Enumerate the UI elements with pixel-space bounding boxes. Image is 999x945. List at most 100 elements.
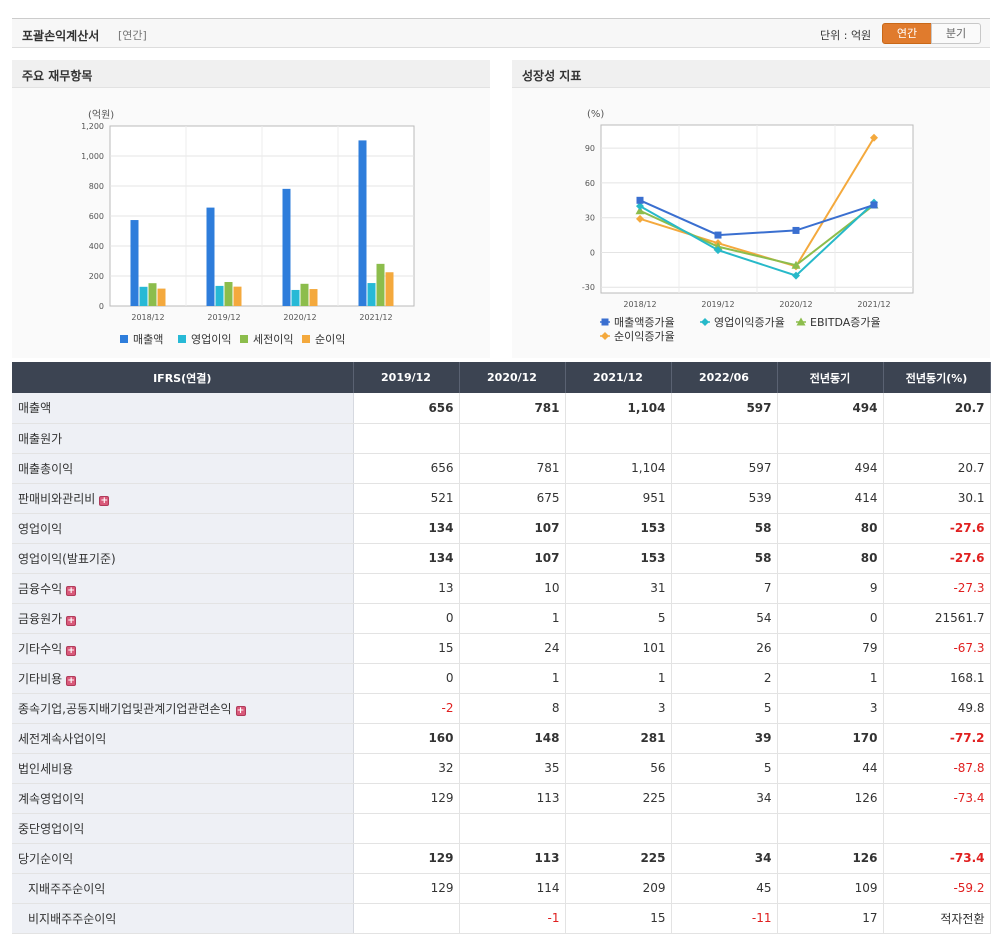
legend-label: 매출액: [133, 333, 163, 346]
table-cell: 414: [777, 483, 884, 514]
table-cell: 281: [565, 723, 672, 754]
table-cell: -87.8: [883, 753, 991, 784]
row-label: 매출총이익: [12, 453, 354, 484]
expand-plus-icon[interactable]: +: [235, 705, 246, 716]
legend-swatch: [302, 335, 310, 343]
table-cell: 209: [565, 873, 672, 904]
bar-세전이익: [300, 283, 309, 306]
table-cell: 113: [459, 783, 566, 814]
row-label: 기타비용 +: [12, 663, 354, 694]
y-tick-label: 400: [89, 242, 104, 251]
row-label: 영업이익(발표기준): [12, 543, 354, 574]
table-cell: 1: [459, 663, 566, 694]
expand-plus-icon[interactable]: +: [66, 645, 77, 656]
table-row: 기타수익 +15 24 101 26 79 -67.3: [12, 633, 991, 664]
expand-plus-icon[interactable]: +: [99, 495, 110, 506]
x-tick-label: 2018/12: [131, 313, 164, 322]
table-cell: 109: [777, 873, 884, 904]
bar-매출액: [358, 140, 367, 306]
x-tick-label: 2019/12: [701, 300, 734, 309]
annual-tab-button[interactable]: 연간: [882, 23, 932, 44]
table-row: 매출원가: [12, 423, 991, 454]
row-label: 비지배주주순이익: [12, 903, 354, 934]
table-cell: 21561.7: [883, 603, 991, 634]
y-tick-label: 0: [590, 248, 595, 257]
bar-영업이익: [215, 285, 224, 306]
series-line-매출액증가율: [639, 199, 875, 237]
table-cell: 17: [777, 903, 884, 934]
table-row: 비지배주주순이익 -1 15 -11 17 적자전환: [12, 903, 991, 934]
table-cell: [459, 423, 566, 454]
legend-label: 영업이익: [191, 333, 231, 346]
table-cell: 80: [777, 513, 884, 544]
table-cell: 597: [671, 393, 778, 424]
row-label: 지배주주순이익: [12, 873, 354, 904]
table-cell: 107: [459, 513, 566, 544]
row-label: 법인세비용: [12, 753, 354, 784]
y-axis-label: (억원): [88, 109, 114, 121]
table-cell: 34: [671, 783, 778, 814]
legend-marker: [601, 318, 609, 326]
table-cell: 7: [671, 573, 778, 604]
table-cell: -27.3: [883, 573, 991, 604]
row-label: 매출액: [12, 393, 354, 424]
row-label: 계속영업이익: [12, 783, 354, 814]
table-cell: [565, 423, 672, 454]
y-tick-label: 30: [585, 214, 595, 223]
row-label: 종속기업,공동지배기업및관계기업관련손익 +: [12, 693, 354, 724]
table-cell: 148: [459, 723, 566, 754]
growth-line-chart: (%) -30 0 30 60 90 2018/12 2019/12 2020/12 2021/1…: [582, 109, 914, 343]
table-row: 법인세비용 32 35 56 5 44 -87.8: [12, 753, 991, 784]
header-column: 전년동기(%): [883, 362, 991, 393]
table-cell: 1,104: [565, 393, 672, 424]
expand-plus-icon[interactable]: +: [66, 585, 77, 596]
data-point-영업이익증가율: [714, 246, 722, 255]
x-tick-label: 2018/12: [623, 300, 656, 309]
table-cell: -73.4: [883, 783, 991, 814]
data-point-매출액증가율: [792, 226, 800, 234]
table-cell: 5: [671, 693, 778, 724]
expand-plus-icon[interactable]: +: [66, 615, 77, 626]
bar-영업이익: [367, 283, 376, 306]
legend-label: 영업이익증가율: [714, 316, 785, 329]
y-tick-label: 1,200: [81, 122, 104, 131]
unit-label: 단위 : 억원: [820, 29, 872, 42]
table-cell: [777, 813, 884, 844]
table-cell: 0: [353, 663, 460, 694]
table-row: 계속영업이익 129 113 225 34 126 -73.4: [12, 783, 991, 814]
table-row: 영업이익 134 107 153 58 80 -27.6: [12, 513, 991, 544]
table-cell: 134: [353, 543, 460, 574]
row-label: 당기순이익: [12, 843, 354, 874]
table-cell: 80: [777, 543, 884, 574]
table-cell: -27.6: [883, 513, 991, 544]
income-statement-table: IFRS(연결) 2019/12 2020/12 2021/12 2022/06 전년동기…: [12, 362, 991, 934]
bar-영업이익: [139, 286, 148, 306]
table-cell: 35: [459, 753, 566, 784]
quarter-tab-button[interactable]: 분기: [931, 23, 981, 44]
statement-header: 포괄손익계산서 [연간] 단위 : 억원 연간 분기: [12, 18, 990, 48]
table-cell: 45: [671, 873, 778, 904]
table-cell: 951: [565, 483, 672, 514]
row-label: 금융수익 +: [12, 573, 354, 604]
table-cell: 49.8: [883, 693, 991, 724]
main-items-panel-title: 주요 재무항목: [12, 60, 490, 88]
table-cell: 129: [353, 843, 460, 874]
header-column: 2021/12: [565, 362, 672, 393]
expand-plus-icon[interactable]: +: [66, 675, 77, 686]
y-tick-label: 1,000: [81, 152, 104, 161]
table-cell: 5: [565, 603, 672, 634]
table-cell: 107: [459, 543, 566, 574]
table-row: 세전계속사업이익 160 148 281 39 170 -77.2: [12, 723, 991, 754]
table-cell: [883, 813, 991, 844]
table-cell: 160: [353, 723, 460, 754]
table-cell: -67.3: [883, 633, 991, 664]
table-cell: 153: [565, 513, 672, 544]
table-cell: 13: [353, 573, 460, 604]
table-cell: 44: [777, 753, 884, 784]
table-row: 금융수익 +13 10 31 7 9 -27.3: [12, 573, 991, 604]
legend-label: 세전이익: [253, 333, 293, 346]
header-ifrs: IFRS(연결): [12, 362, 354, 393]
table-cell: 0: [777, 603, 884, 634]
table-cell: 539: [671, 483, 778, 514]
table-cell: [671, 423, 778, 454]
